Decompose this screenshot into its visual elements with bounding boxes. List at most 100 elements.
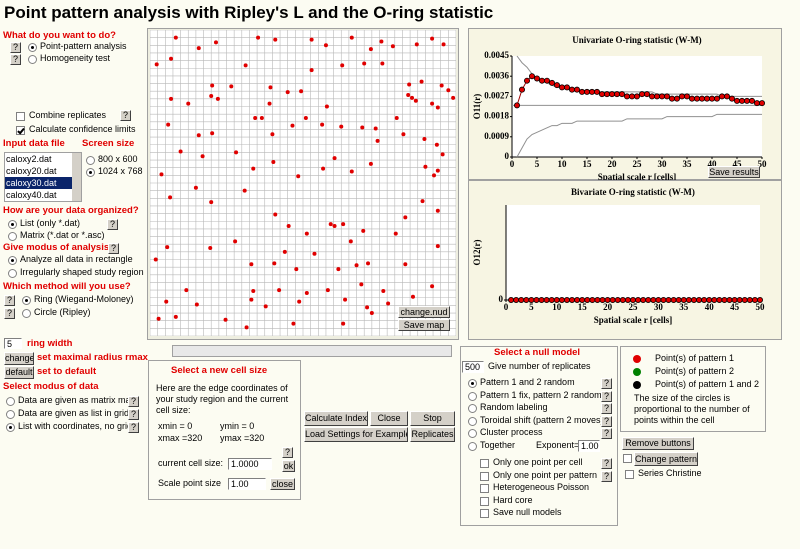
x-tick-label: 15	[578, 302, 588, 312]
radio[interactable]	[468, 429, 477, 439]
map-point	[403, 262, 408, 267]
action-button[interactable]: Load Settings for Example	[304, 427, 408, 442]
change-patterns-button[interactable]: Change patterns	[634, 452, 698, 466]
help-button[interactable]: ?	[282, 447, 293, 458]
help-button[interactable]: ?	[108, 243, 119, 254]
radio-label: Point-pattern analysis	[40, 41, 127, 51]
radio[interactable]	[8, 232, 17, 241]
action-button[interactable]: Calculate Index	[304, 411, 368, 426]
map-point	[373, 126, 378, 131]
help-button[interactable]: ?	[120, 110, 131, 121]
radio[interactable]	[468, 442, 477, 451]
radio[interactable]	[6, 397, 15, 406]
help-button[interactable]: ?	[10, 42, 21, 53]
map-button[interactable]: change.nud	[398, 306, 450, 318]
radio[interactable]	[468, 379, 477, 388]
remove-button[interactable]: Remove buttons	[622, 437, 694, 450]
checkbox[interactable]	[480, 471, 489, 481]
help-button[interactable]: ?	[601, 470, 612, 482]
radio[interactable]	[86, 156, 95, 165]
map-point	[256, 35, 261, 40]
checkbox[interactable]	[480, 496, 489, 506]
map-point	[267, 101, 272, 106]
map-point	[407, 82, 412, 87]
help-button[interactable]: ?	[128, 422, 139, 433]
map-point	[272, 261, 277, 266]
radio[interactable]	[468, 416, 477, 426]
radio[interactable]	[28, 55, 37, 64]
text-input[interactable]: 5	[4, 338, 22, 349]
action-button[interactable]: Replicates	[410, 427, 455, 442]
data-point	[756, 297, 763, 304]
map-point	[349, 169, 354, 174]
map-point	[291, 321, 296, 326]
checkbox[interactable]	[480, 484, 489, 494]
checkbox[interactable]	[16, 126, 25, 135]
file-item[interactable]: caloxy20.dat	[6, 166, 57, 176]
action-button[interactable]: Stop	[410, 411, 455, 426]
checkbox[interactable]	[480, 459, 489, 468]
help-button[interactable]: ?	[4, 295, 15, 306]
radio[interactable]	[468, 404, 477, 414]
radio[interactable]	[8, 220, 17, 229]
radio[interactable]	[86, 168, 95, 177]
radio[interactable]	[468, 391, 477, 401]
help-button[interactable]: ?	[601, 390, 612, 402]
null-model-panel	[460, 346, 618, 526]
change-button[interactable]: change	[4, 352, 34, 365]
save-results-button[interactable]: Save results	[708, 166, 760, 178]
radio[interactable]	[6, 423, 15, 432]
map-point	[234, 150, 239, 155]
checkbox[interactable]	[623, 454, 632, 463]
radio[interactable]	[8, 269, 17, 278]
file-item[interactable]: caloxy2.dat	[6, 154, 52, 164]
data-point	[544, 77, 551, 84]
data-point	[608, 91, 615, 98]
default-button[interactable]: default	[4, 366, 34, 379]
panel-text: Here are the edge coordinates of your st…	[156, 383, 289, 415]
checkbox[interactable]	[16, 112, 25, 121]
radio[interactable]	[28, 43, 37, 52]
map-button[interactable]: Save map	[398, 319, 450, 331]
text-input[interactable]: 1.00	[228, 478, 266, 490]
radio[interactable]	[8, 256, 17, 265]
help-button[interactable]: ?	[107, 219, 118, 230]
data-point	[688, 95, 695, 102]
action-button[interactable]: Close	[370, 411, 408, 426]
map-point	[249, 297, 254, 302]
help-button[interactable]: ?	[128, 409, 139, 420]
radio[interactable]	[22, 296, 31, 305]
help-button[interactable]: ?	[601, 378, 612, 389]
data-point	[574, 86, 581, 93]
help-button[interactable]: ?	[601, 403, 612, 415]
map-point	[341, 222, 346, 227]
file-item[interactable]: caloxy30.dat	[5, 177, 72, 189]
map-point	[209, 200, 214, 205]
ok-button[interactable]: ok	[282, 460, 295, 472]
checkbox[interactable]	[480, 509, 489, 519]
radio[interactable]	[22, 309, 31, 318]
radio[interactable]	[6, 410, 15, 419]
section-label: Input data file	[3, 138, 65, 149]
text-input[interactable]: 500	[462, 361, 484, 373]
field-label: Exponent=	[536, 440, 580, 450]
data-point	[650, 297, 657, 304]
coord-text: ymax =320	[220, 433, 265, 443]
data-point	[708, 95, 715, 102]
file-item[interactable]: caloxy40.dat	[6, 190, 57, 200]
close-button[interactable]: close	[270, 478, 295, 490]
text-input[interactable]: 1.0000	[228, 458, 272, 470]
checkbox[interactable]	[625, 470, 634, 479]
data-point	[569, 86, 576, 93]
help-button[interactable]: ?	[128, 396, 139, 407]
help-button[interactable]: ?	[601, 415, 612, 427]
help-button[interactable]: ?	[10, 54, 21, 65]
data-point	[524, 77, 531, 84]
help-button[interactable]: ?	[4, 308, 15, 319]
text-input[interactable]: 1.00	[578, 440, 600, 452]
help-button[interactable]: ?	[601, 458, 612, 469]
help-button[interactable]: ?	[601, 428, 612, 440]
scrollbar[interactable]	[172, 345, 452, 357]
radio-label: Together	[480, 440, 516, 450]
radio-label: List (only *.dat)	[20, 218, 81, 228]
